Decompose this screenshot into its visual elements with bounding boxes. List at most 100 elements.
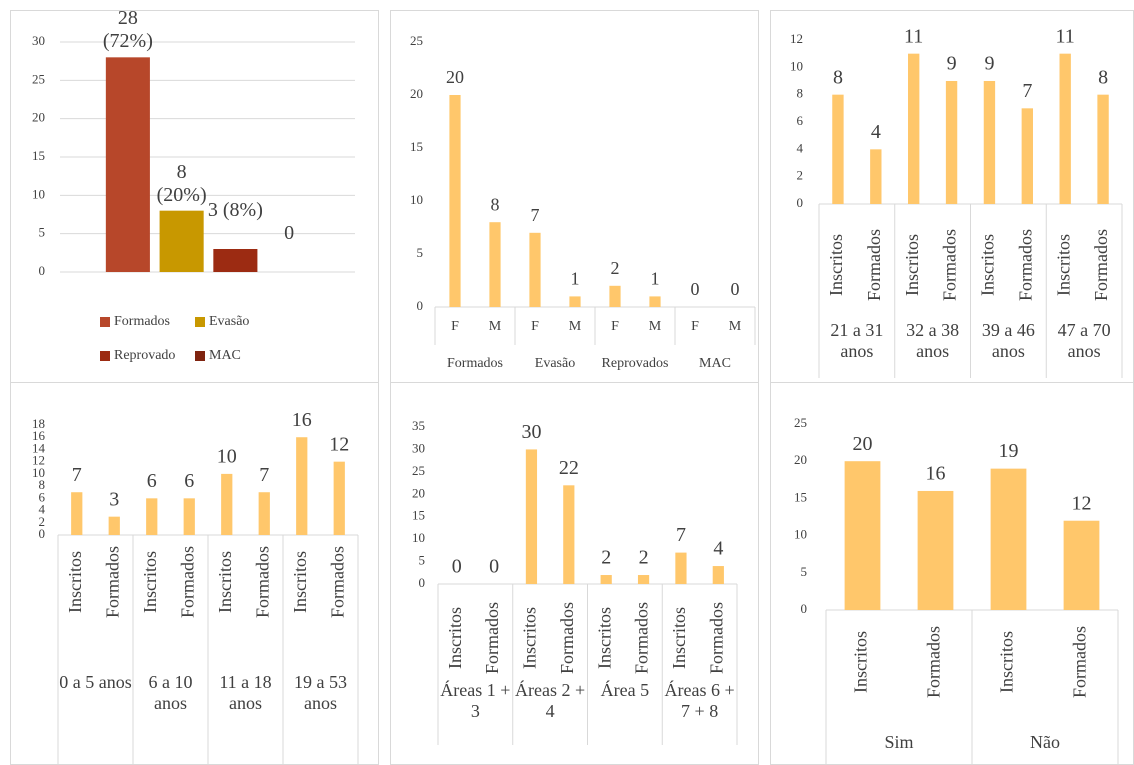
y-tick-label: 10: [32, 465, 45, 480]
y-tick-label: 12: [32, 453, 45, 468]
y-tick-label: 14: [32, 440, 46, 455]
data-label-box: 3 (8%): [207, 199, 263, 221]
bar: [569, 296, 581, 307]
x-tick-label: Formados: [102, 546, 122, 618]
group-label: 0 a 5 anos: [59, 672, 132, 692]
bar: [221, 473, 233, 535]
y-tick-label: 8: [39, 477, 46, 492]
group-label-box: 32 a 38 anos: [906, 320, 959, 361]
bar: [637, 575, 650, 584]
x-tick-label: Formados: [1070, 626, 1090, 698]
y-tick-label: 10: [794, 527, 807, 542]
y-tick-label: 10: [410, 192, 423, 207]
x-tick-label: Inscritos: [290, 551, 310, 613]
legend-swatch: [195, 351, 205, 361]
bar: [146, 498, 158, 535]
bar: [1097, 94, 1109, 204]
x-tick-label: Inscritos: [851, 631, 871, 693]
x-tick-label: M: [569, 319, 582, 334]
group-label-box: 21 a 31 anos: [830, 320, 883, 361]
data-label: 12: [1072, 492, 1092, 514]
data-label: 11: [1056, 25, 1075, 47]
data-label: 2: [611, 258, 620, 278]
legend-label: Formados: [114, 314, 170, 329]
bar: [675, 552, 687, 584]
data-label: 20: [853, 433, 873, 455]
data-label: 3: [109, 488, 119, 510]
x-tick-label: Inscritos: [65, 551, 85, 613]
group-label-box: Sim: [884, 732, 913, 752]
y-tick-label: 10: [412, 530, 425, 545]
y-tick-label: 20: [32, 110, 45, 125]
group-label-box: 19 a 53 anos: [294, 672, 347, 713]
y-tick-label: 6: [797, 113, 804, 128]
group-label: MAC: [699, 356, 731, 371]
data-label: 12: [329, 433, 349, 455]
bar: [529, 232, 541, 307]
y-tick-label: 25: [412, 463, 425, 478]
bar: [1021, 108, 1033, 204]
data-label: 2: [601, 547, 611, 569]
bar: [333, 461, 345, 535]
data-label: 7: [676, 524, 686, 546]
group-label-box: Formados: [447, 356, 503, 371]
group-label: Área 5: [600, 680, 650, 700]
y-tick-label: 12: [790, 31, 803, 46]
data-label: 4: [713, 538, 723, 560]
x-tick-label: Formados: [327, 546, 347, 618]
y-tick-label: 8: [797, 86, 804, 101]
data-label: 8: [1098, 66, 1108, 88]
data-label: 20: [446, 67, 464, 87]
data-label: 7: [1022, 80, 1032, 102]
bar: [489, 222, 501, 307]
y-tick-label: 0: [801, 601, 808, 616]
bar: [563, 485, 575, 584]
data-label: 0: [452, 556, 462, 578]
x-tick-label: Inscritos: [669, 607, 689, 669]
group-label-box: Área 5: [600, 680, 650, 700]
y-tick-label: 30: [32, 33, 45, 48]
data-label: 8: [491, 194, 500, 214]
y-tick-label: 25: [32, 71, 45, 86]
data-label: 0: [489, 556, 499, 578]
x-tick-label: Formados: [252, 546, 272, 618]
group-label: Áreas 1 + 3: [440, 680, 511, 721]
data-label: 6: [147, 470, 157, 492]
legend-label: Reprovado: [114, 348, 175, 363]
y-tick-label: 0: [419, 575, 426, 590]
x-tick-label: F: [451, 319, 459, 334]
x-tick-label: Inscritos: [1053, 234, 1073, 296]
data-label: 3 (8%): [207, 199, 263, 221]
data-label: 28 (72%): [102, 7, 153, 53]
y-tick-label: 4: [39, 502, 46, 517]
bar: [832, 94, 844, 204]
y-tick-label: 20: [410, 86, 423, 101]
data-label: 4: [871, 121, 881, 143]
group-label-box: 0 a 5 anos: [59, 672, 132, 692]
bar: [600, 575, 612, 584]
data-label: 0: [691, 279, 700, 299]
bar: [983, 81, 996, 204]
y-tick-label: 4: [797, 140, 804, 155]
y-tick-label: 35: [412, 418, 425, 433]
bar: [609, 285, 621, 307]
bar: [108, 516, 120, 535]
data-label: 9: [984, 53, 994, 75]
x-tick-label: Formados: [1015, 229, 1035, 301]
y-tick-label: 10: [32, 186, 45, 201]
y-tick-label: 0: [417, 298, 424, 313]
data-label: 11: [904, 25, 923, 47]
bar: [449, 95, 461, 307]
x-tick-label: Inscritos: [826, 234, 846, 296]
data-label: 16: [926, 463, 946, 485]
data-label: 16: [292, 409, 312, 431]
x-tick-label: Inscritos: [520, 607, 540, 669]
y-tick-label: 30: [412, 440, 425, 455]
data-label: 2: [639, 547, 649, 569]
data-label: 7: [531, 205, 540, 225]
x-tick-label: Formados: [706, 602, 726, 674]
legend-label: MAC: [209, 348, 241, 363]
bar: [908, 53, 920, 204]
group-label: Áreas 2 + 4: [515, 680, 586, 721]
data-label: 6: [184, 470, 194, 492]
